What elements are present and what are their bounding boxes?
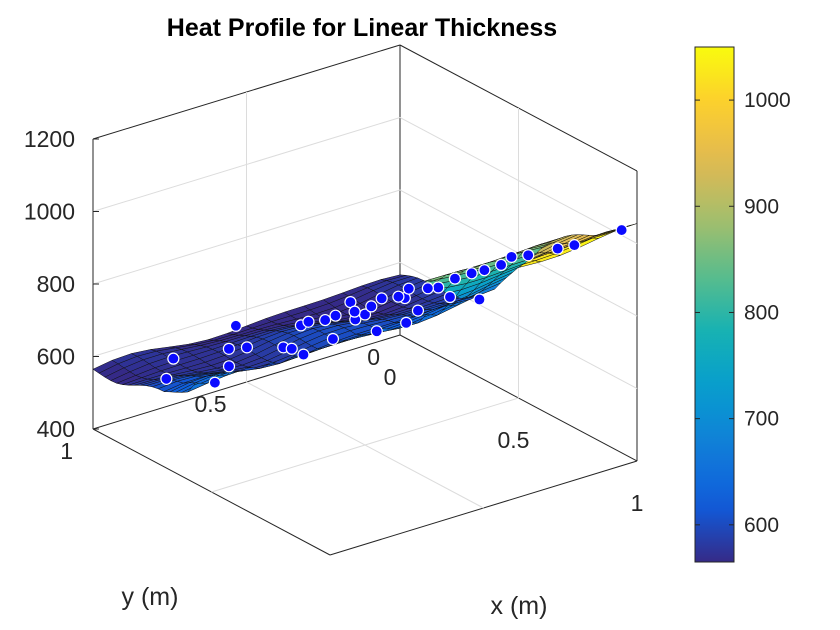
scatter-point — [615, 223, 628, 237]
x-axis-label: x (m) — [491, 592, 548, 620]
z-tick-label: 600 — [37, 344, 75, 370]
scatter-point — [240, 341, 254, 354]
x-tick-label: 0 — [384, 364, 397, 390]
chart-title: Heat Profile for Linear Thickness — [167, 14, 557, 42]
scatter-point — [551, 242, 564, 255]
y-axis-label: y (m) — [122, 583, 179, 611]
x-tick-label: 0.5 — [498, 427, 530, 453]
scatter-point — [522, 249, 535, 262]
grid-lines — [92, 92, 638, 509]
scatter-point — [473, 293, 486, 306]
scatter-point — [302, 315, 315, 328]
scatter-point — [208, 376, 221, 389]
colorbar-tick-label: 600 — [744, 514, 779, 537]
scatter-point — [568, 239, 581, 252]
scatter-point — [222, 342, 235, 355]
scatter-point — [167, 352, 180, 365]
scatter-point — [400, 316, 413, 329]
scatter-point — [465, 267, 478, 280]
scatter-point — [222, 360, 236, 373]
scatter-point — [432, 281, 445, 294]
y-tick-label: 0.5 — [195, 391, 227, 417]
y-tick-label: 1 — [60, 438, 73, 464]
z-tick-label: 400 — [37, 416, 75, 442]
scatter-point — [478, 264, 491, 277]
scatter-point — [421, 282, 434, 295]
scatter-point — [495, 258, 508, 272]
colorbar-tick-label: 900 — [744, 195, 779, 218]
scatter-point — [505, 250, 518, 263]
colorbar: 600 700 800 900 1000 — [694, 46, 791, 563]
z-tick-label: 800 — [37, 271, 75, 297]
scatter-point — [443, 290, 457, 304]
grid-line — [246, 381, 484, 509]
colorbar-gradient — [694, 46, 735, 563]
scatter-point — [329, 309, 342, 322]
scatter-points — [160, 223, 628, 389]
scatter-point — [365, 300, 378, 313]
axis-ticks: 400 600 800 1000 1200 0 0.5 1 0 0.5 1 — [24, 126, 644, 516]
z-tick-label: 1200 — [24, 126, 75, 152]
colorbar-tick-label: 800 — [744, 301, 779, 324]
scatter-point — [326, 332, 340, 346]
grid-line — [92, 189, 638, 317]
z-tick-label: 1000 — [24, 199, 75, 225]
scatter-point — [370, 325, 383, 338]
scatter-point — [392, 290, 405, 303]
grid-line — [92, 261, 638, 389]
grid-line — [92, 116, 638, 244]
scatter-point — [448, 272, 462, 285]
scatter-point — [411, 304, 425, 317]
scatter-point — [402, 282, 415, 295]
scatter-point — [160, 372, 173, 385]
colorbar-tick-label: 1000 — [744, 89, 791, 112]
y-tick-label: 0 — [367, 344, 380, 370]
scatter-point — [319, 313, 332, 327]
scatter-point — [375, 292, 388, 305]
colorbar-tick-label: 700 — [744, 408, 779, 431]
scatter-point — [229, 319, 242, 332]
scatter-point — [285, 342, 298, 355]
x-tick-label: 1 — [631, 490, 644, 516]
scatter-point — [348, 305, 361, 318]
scatter-point — [297, 348, 310, 361]
